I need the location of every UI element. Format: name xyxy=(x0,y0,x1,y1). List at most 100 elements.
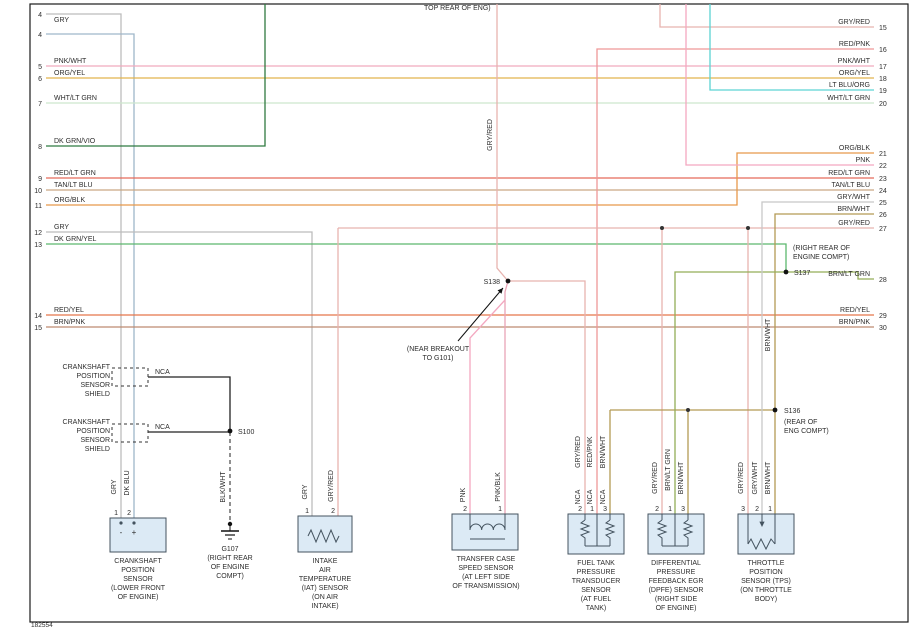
wire-color-label: BRN/LT GRN xyxy=(828,271,870,278)
pin-number: 2 xyxy=(331,508,335,515)
wire-color-label: RED/LT GRN xyxy=(828,170,870,177)
note-text: CRANKSHAFT xyxy=(63,364,111,371)
wire-color-label: GRY/RED xyxy=(838,19,870,26)
note-text: CRANKSHAFT xyxy=(63,419,111,426)
note-text: (REAR OF xyxy=(784,419,817,426)
wire-color-label-vertical: BRN/WHT xyxy=(600,435,607,468)
component-symbol xyxy=(604,519,616,546)
wire-color-label: BRN/PNK xyxy=(839,319,870,326)
wire-color-label-vertical: GRY/RED xyxy=(652,462,659,494)
component-box-crankshaft-position-sensor xyxy=(109,517,167,553)
component-caption: FEEDBACK EGR xyxy=(649,578,704,585)
wire-color-label-vertical: NCA xyxy=(575,489,582,504)
left-pin-13: 13 xyxy=(34,242,42,249)
note-text: POSITION xyxy=(77,373,110,380)
splice-label-s100: S100 xyxy=(238,429,254,436)
right-pin-16: 16 xyxy=(879,47,887,54)
component-caption: (LOWER FRONT xyxy=(111,585,166,592)
wire-color-label: GRY/RED xyxy=(838,220,870,227)
right-pin-25: 25 xyxy=(879,200,887,207)
note-text: NCA xyxy=(155,369,170,376)
right-pin-21: 21 xyxy=(879,151,887,158)
component-caption: SENSOR xyxy=(123,576,153,583)
component-caption: POSITION xyxy=(749,569,782,576)
wire-color-label: DK GRN/YEL xyxy=(54,236,97,243)
left-pin-14: 14 xyxy=(34,313,42,320)
left-pin-7: 7 xyxy=(38,101,42,108)
wire-color-label: RED/LT GRN xyxy=(54,170,96,177)
left-pin-9: 9 xyxy=(38,176,42,183)
component-caption: SPEED SENSOR xyxy=(458,565,513,572)
note-arrow xyxy=(457,287,504,342)
right-pin-24: 24 xyxy=(879,188,887,195)
pin-number: 1 xyxy=(590,506,594,513)
component-caption: SENSOR (TPS) xyxy=(741,578,791,585)
wire-color-label-vertical: BRN/WHT xyxy=(765,318,772,351)
ground-caption: (RIGHT REAR xyxy=(207,555,252,562)
note-text: SENSOR xyxy=(80,382,110,389)
component-caption: (ON AIR xyxy=(312,594,338,601)
component-caption: TRANSDUCER xyxy=(572,578,621,585)
wire-color-label: DK GRN/VIO xyxy=(54,138,96,145)
wire-color-label-vertical: BRN/WHT xyxy=(678,461,685,494)
wire-color-label: TAN/LT BLU xyxy=(831,182,870,189)
wire-color-label-vertical: NCA xyxy=(587,489,594,504)
wire-color-label-vertical: GRY/RED xyxy=(328,470,335,502)
component-caption: (RIGHT SIDE xyxy=(655,596,698,603)
pickup-pin-dot xyxy=(132,521,136,525)
left-pin-6: 6 xyxy=(38,76,42,83)
wire-color-label: ORG/YEL xyxy=(54,70,85,77)
document-number: 182554 xyxy=(31,622,53,629)
ground-caption: G107 xyxy=(221,546,238,553)
wire-color-label: PNK/WHT xyxy=(54,58,87,65)
junction-dot xyxy=(746,226,750,230)
wire-color-label-vertical: BRN/LT GRN xyxy=(665,449,672,491)
pin-number: 1 xyxy=(768,506,772,513)
note-text: ENGINE COMPT) xyxy=(793,254,849,261)
component-box-iat-sensor xyxy=(297,515,353,553)
shield-box-2 xyxy=(111,423,149,443)
wire-color-label: PNK/WHT xyxy=(838,58,871,65)
shield-box-1 xyxy=(111,367,149,387)
right-pin-19: 19 xyxy=(879,88,887,95)
component-box-dpfe-sensor xyxy=(647,513,705,555)
component-caption: TANK) xyxy=(586,605,606,612)
wire-color-label: RED/YEL xyxy=(840,307,870,314)
pickup-pin-dot xyxy=(119,521,123,525)
right-pin-26: 26 xyxy=(879,212,887,219)
wire-gry-12-iat xyxy=(46,231,313,516)
wire-color-label: PNK xyxy=(856,157,871,164)
wire-red-pnk-16 xyxy=(596,48,874,514)
splice-label-s136: S136 xyxy=(784,408,800,415)
left-pin-11: 11 xyxy=(35,203,42,210)
wire-color-label-vertical: GRY xyxy=(302,484,309,499)
component-symbol xyxy=(307,528,340,544)
pin-number: 3 xyxy=(603,506,607,513)
wire-dk-grn-yel-13 xyxy=(46,243,787,272)
component-caption: (IAT) SENSOR xyxy=(302,585,349,592)
pin-number: 1 xyxy=(305,508,309,515)
wire-color-label: WHT/LT GRN xyxy=(54,95,97,102)
ground-caption: OF ENGINE xyxy=(211,564,250,571)
component-caption: (AT LEFT SIDE xyxy=(462,574,510,581)
left-pin-4: 4 xyxy=(38,32,42,39)
wire-color-label: BRN/PNK xyxy=(54,319,85,326)
pin-number: 2 xyxy=(755,506,759,513)
splice-s137 xyxy=(783,269,789,275)
component-caption: DIFFERENTIAL xyxy=(651,560,701,567)
right-pin-28: 28 xyxy=(879,277,887,284)
component-caption: OF TRANSMISSION) xyxy=(452,583,519,590)
component-caption: OF ENGINE) xyxy=(656,605,697,612)
wire-crank-dk-blu xyxy=(46,33,135,518)
component-caption: PRESSURE xyxy=(577,569,616,576)
component-symbol xyxy=(469,523,506,531)
component-caption: FUEL TANK xyxy=(577,560,615,567)
wire-color-label: GRY xyxy=(54,224,69,231)
component-caption: (AT FUEL xyxy=(581,596,612,603)
right-pin-20: 20 xyxy=(879,101,887,108)
component-box-throttle-position-sensor xyxy=(737,513,795,555)
wire-pnk-blk-tcss xyxy=(504,280,509,514)
wire-shield-drain-1 xyxy=(148,376,231,431)
